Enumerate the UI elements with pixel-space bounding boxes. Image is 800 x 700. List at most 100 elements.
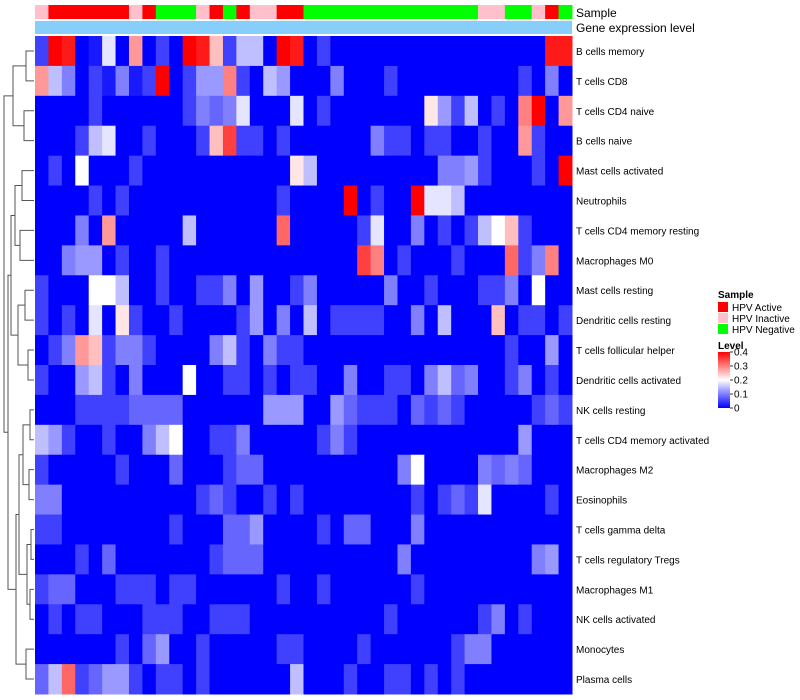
heatmap-cell bbox=[410, 484, 425, 516]
heatmap-cell bbox=[464, 634, 479, 665]
heatmap-cell bbox=[464, 574, 479, 605]
heatmap-cell bbox=[303, 305, 318, 336]
heatmap-cell bbox=[128, 514, 143, 545]
heatmap-cell bbox=[558, 275, 573, 306]
heatmap-cell bbox=[102, 394, 117, 426]
heatmap-cell bbox=[75, 36, 90, 67]
heatmap-cell bbox=[491, 215, 506, 246]
heatmap-cell bbox=[343, 544, 358, 575]
heatmap-cell bbox=[209, 305, 224, 336]
heatmap-cell bbox=[35, 634, 49, 665]
heatmap-cell bbox=[48, 634, 63, 665]
heatmap-cell bbox=[182, 245, 197, 276]
heatmap-cell bbox=[209, 394, 224, 426]
heatmap-cell bbox=[142, 424, 157, 456]
heatmap-cell bbox=[491, 36, 506, 67]
heatmap-cell bbox=[222, 155, 237, 187]
heatmap-cell bbox=[142, 36, 157, 67]
heatmap-cell bbox=[545, 394, 560, 426]
heatmap-cell bbox=[61, 335, 76, 366]
heatmap-cell bbox=[142, 634, 157, 665]
legend-level: Level 0.4 0.3 0.2 0.1 0 bbox=[718, 341, 748, 415]
heatmap-cell bbox=[451, 424, 466, 456]
heatmap-cell bbox=[545, 574, 560, 605]
heatmap-cell bbox=[531, 664, 546, 695]
heatmap-cell bbox=[410, 95, 425, 127]
heatmap-cell bbox=[88, 65, 103, 97]
sample-annotation-cell bbox=[35, 5, 49, 19]
heatmap-cell bbox=[384, 125, 398, 157]
heatmap-cell bbox=[558, 424, 573, 456]
heatmap-cell bbox=[236, 604, 251, 635]
heatmap-cell bbox=[35, 305, 49, 336]
heatmap-cell bbox=[276, 574, 291, 605]
row-label-macrophages-m2: Macrophages M2 bbox=[576, 466, 654, 477]
heatmap-cell bbox=[303, 424, 318, 456]
heatmap-cell bbox=[464, 604, 479, 635]
heatmap-cell bbox=[128, 454, 143, 486]
heatmap-cell bbox=[128, 36, 143, 67]
row-label-t-cells-regulatory-tregs: T cells regulatory Tregs bbox=[576, 555, 680, 566]
heatmap-cell bbox=[196, 155, 211, 187]
heatmap-cell bbox=[276, 604, 291, 635]
heatmap-cell bbox=[464, 215, 479, 246]
heatmap-cell bbox=[75, 454, 90, 486]
heatmap-cell bbox=[75, 305, 90, 336]
heatmap-cell bbox=[182, 664, 197, 695]
heatmap-cell bbox=[370, 574, 385, 605]
heatmap-cell bbox=[142, 394, 157, 426]
heatmap-cell bbox=[142, 215, 157, 246]
heatmap-cell bbox=[236, 514, 251, 545]
heatmap-cell bbox=[437, 424, 452, 456]
heatmap-cell bbox=[61, 215, 76, 246]
heatmap-cell bbox=[424, 544, 439, 575]
heatmap-cell bbox=[88, 484, 103, 516]
heatmap-cell bbox=[88, 245, 103, 276]
sample-annotation-cell bbox=[155, 5, 170, 19]
sample-annotation-cell bbox=[182, 5, 197, 19]
heatmap-cell bbox=[518, 335, 533, 366]
heatmap-cell bbox=[424, 36, 439, 67]
heatmap-cell bbox=[88, 275, 103, 306]
heatmap-cell bbox=[196, 245, 211, 276]
sample-annotation-cell bbox=[75, 5, 90, 19]
heatmap-cell bbox=[169, 36, 184, 67]
heatmap-cell bbox=[330, 155, 345, 187]
heatmap-cell bbox=[182, 544, 197, 575]
heatmap-cell bbox=[263, 305, 278, 336]
heatmap-cell bbox=[357, 424, 372, 456]
heatmap-cell bbox=[330, 36, 345, 67]
heatmap-cell bbox=[330, 275, 345, 306]
heatmap-cell bbox=[504, 36, 519, 67]
heatmap-cell bbox=[61, 155, 76, 187]
heatmap-cell bbox=[155, 65, 170, 97]
row-label-dendritic-cells-activated: Dendritic cells activated bbox=[576, 376, 681, 387]
heatmap-cell bbox=[48, 125, 63, 157]
heatmap-cell bbox=[531, 275, 546, 306]
heatmap-cell bbox=[330, 604, 345, 635]
heatmap-cell bbox=[410, 394, 425, 426]
heatmap-cell bbox=[384, 275, 398, 306]
heatmap-cell bbox=[384, 544, 398, 575]
heatmap-cell bbox=[290, 514, 304, 545]
heatmap-cell bbox=[464, 305, 479, 336]
heatmap-cell bbox=[263, 604, 278, 635]
heatmap-cell bbox=[410, 335, 425, 366]
heatmap-cell bbox=[357, 275, 372, 306]
heatmap-cell bbox=[531, 95, 546, 127]
heatmap-cell bbox=[397, 454, 412, 486]
heatmap-cell bbox=[128, 95, 143, 127]
heatmap-cell bbox=[558, 125, 573, 157]
heatmap-cell bbox=[410, 36, 425, 67]
heatmap-cell bbox=[451, 305, 466, 336]
heatmap-cell bbox=[115, 574, 130, 605]
heatmap-cell bbox=[437, 394, 452, 426]
heatmap-cell bbox=[115, 424, 130, 456]
heatmap-cell bbox=[357, 394, 372, 426]
heatmap-cell bbox=[115, 335, 130, 366]
heatmap-cell bbox=[263, 544, 278, 575]
heatmap-cell bbox=[518, 125, 533, 157]
heatmap-cell bbox=[142, 574, 157, 605]
heatmap-cell bbox=[357, 574, 372, 605]
heatmap-cell bbox=[545, 544, 560, 575]
